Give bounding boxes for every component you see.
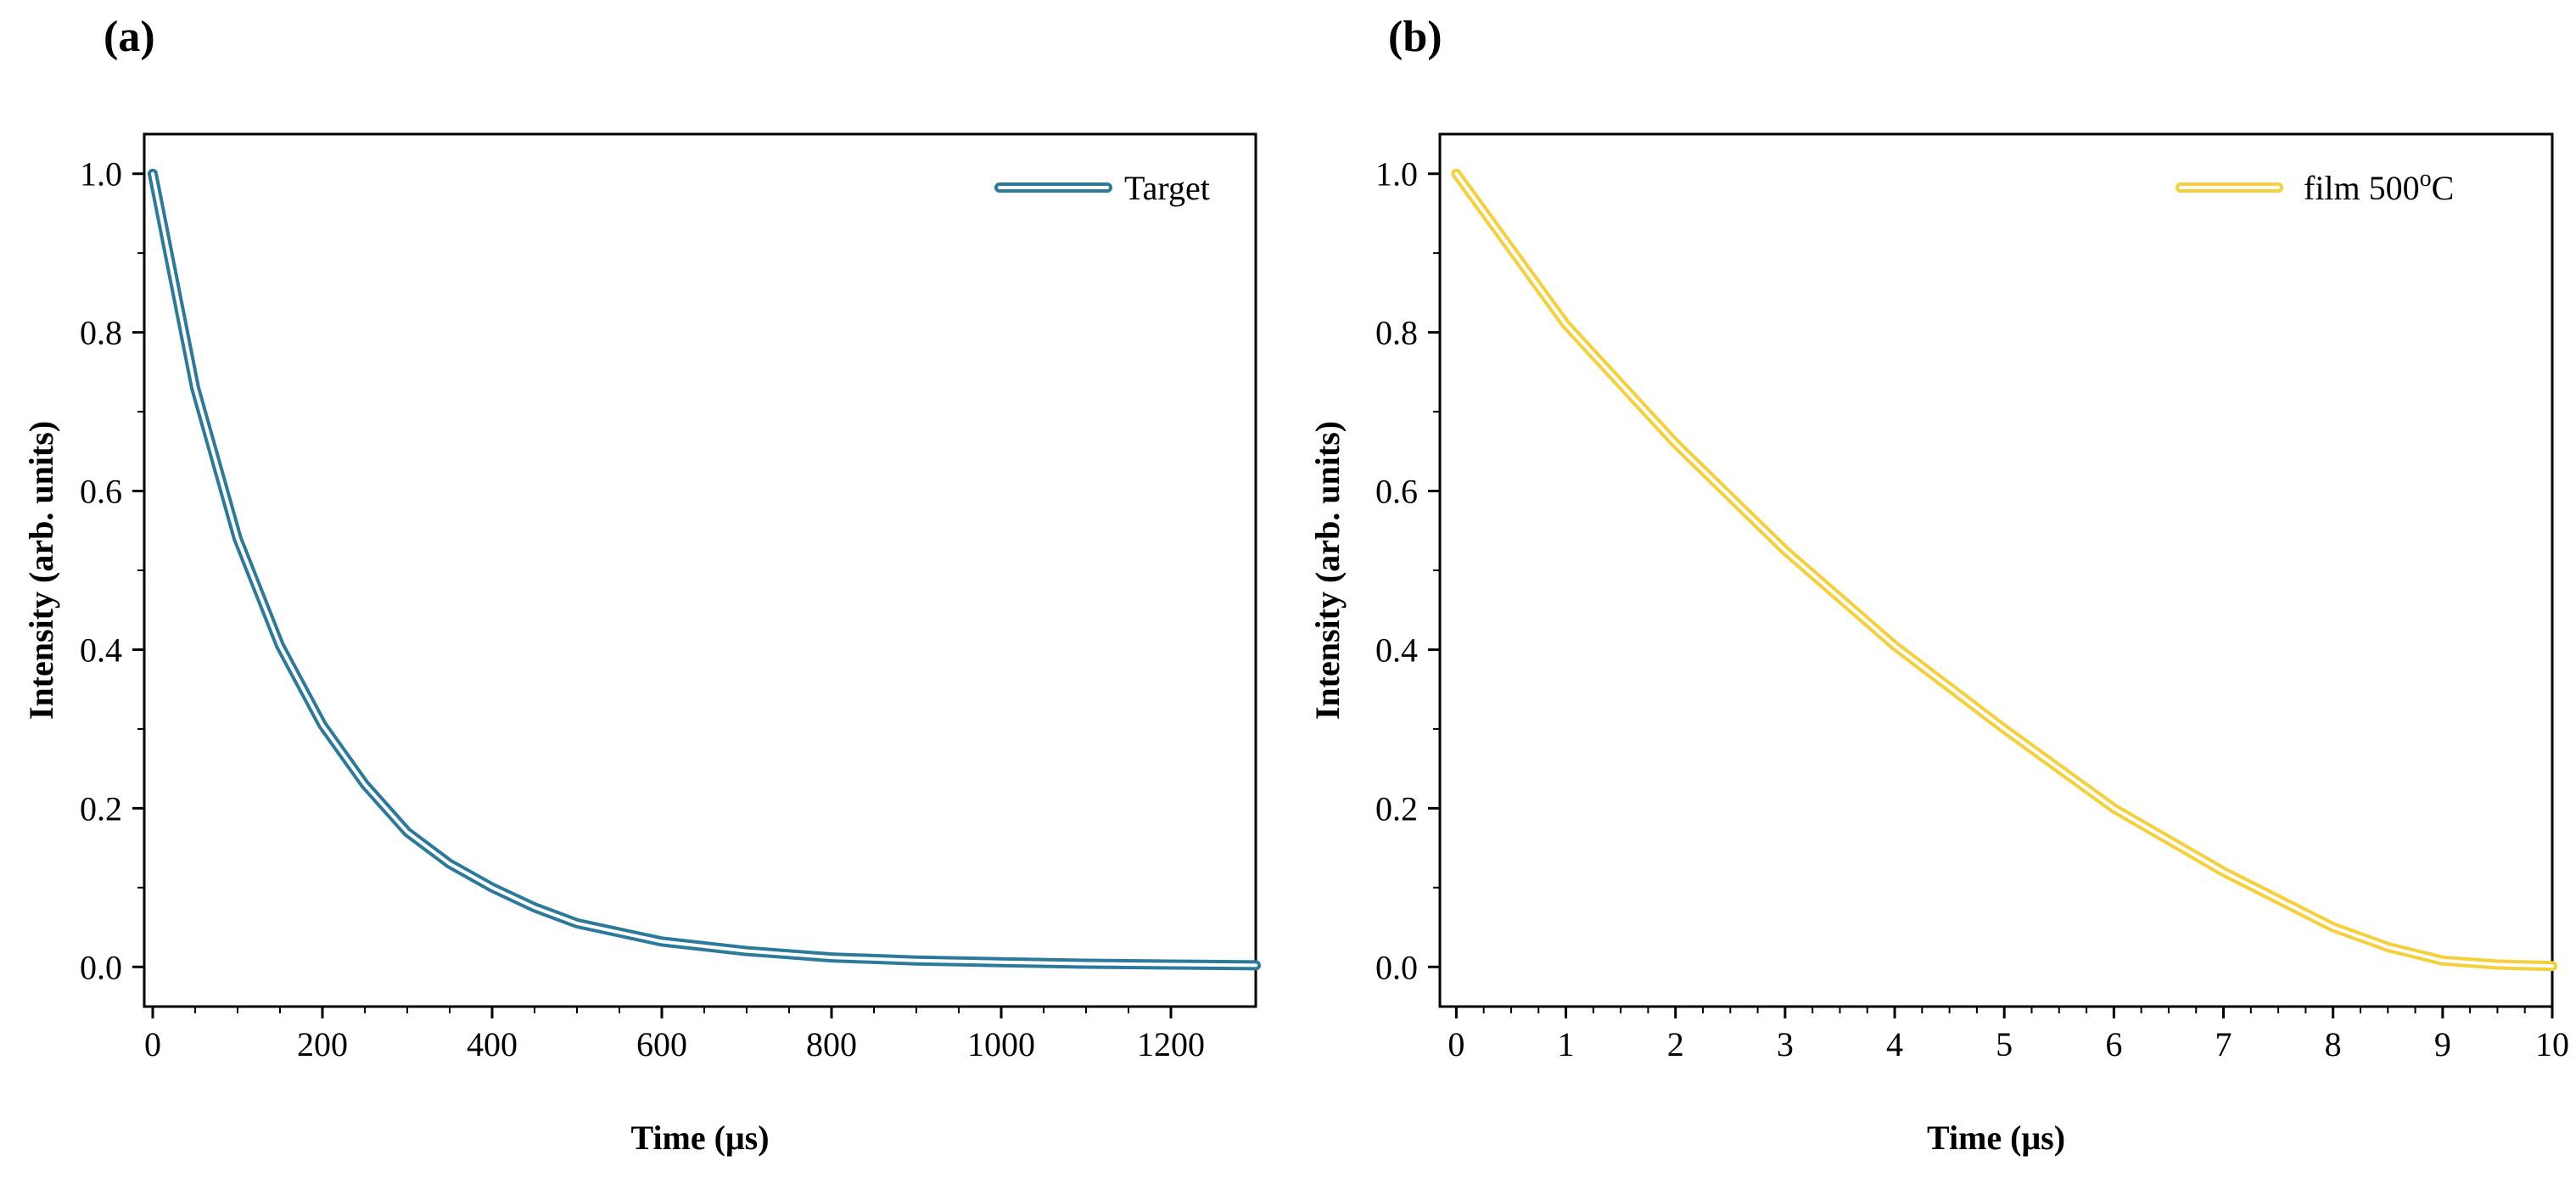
x-tick-label: 5 xyxy=(1996,1025,2013,1063)
x-tick-label: 1000 xyxy=(967,1025,1035,1063)
x-tick-label: 7 xyxy=(2215,1025,2232,1063)
legend: film 500oC xyxy=(2176,165,2454,207)
x-tick-label: 2 xyxy=(1667,1025,1684,1063)
x-tick-label: 6 xyxy=(2105,1025,2122,1063)
series-line-inner xyxy=(151,171,1257,968)
x-tick-label: 9 xyxy=(2434,1025,2451,1063)
y-axis-title: Intensity (arb. units) xyxy=(1308,421,1347,720)
plot-frame xyxy=(1438,132,2554,1008)
x-axis-title: Time (μs) xyxy=(1927,1119,2065,1157)
chart-panel-a: 0 200 400 600 800 1000 1200 0.0 0.2 0.4 0.6 0.8 1.0 T… xyxy=(22,132,1261,1157)
series-line-outer xyxy=(1451,168,2557,972)
y-tick-label: 0.6 xyxy=(80,473,122,511)
panel-a-label: (a) xyxy=(104,13,155,61)
x-tick-label: 0 xyxy=(1448,1025,1464,1063)
x-tick-label: 200 xyxy=(297,1025,348,1063)
series-line-inner xyxy=(1454,171,2554,968)
x-tick-label: 1 xyxy=(1558,1025,1575,1063)
y-tick-label: 0.6 xyxy=(1375,473,1418,511)
chart-panel-b: 0 1 2 3 4 5 6 7 8 9 10 0.0 0.2 0.4 0.6 0.8 1.0 Time (μs) I… xyxy=(1308,132,2569,1157)
panel-b-label: (b) xyxy=(1388,13,1442,61)
x-tick-label: 4 xyxy=(1886,1025,1903,1063)
y-tick-label: 0.8 xyxy=(80,314,122,352)
legend-label: film 500oC xyxy=(2304,165,2454,207)
y-tick-label: 0.2 xyxy=(1375,789,1418,827)
x-tick-label: 400 xyxy=(467,1025,518,1063)
legend: Target xyxy=(994,169,1210,207)
x-tick-label: 600 xyxy=(636,1025,687,1063)
y-tick-label: 0.2 xyxy=(80,789,122,827)
x-tick-label: 1200 xyxy=(1137,1025,1205,1063)
x-tick-label: 3 xyxy=(1777,1025,1794,1063)
y-tick-label: 0.8 xyxy=(1375,314,1418,352)
y-tick-label: 1.0 xyxy=(80,155,122,194)
y-tick-label: 0.0 xyxy=(80,948,122,986)
plot-frame xyxy=(143,132,1257,1008)
y-tick-label: 0.0 xyxy=(1375,948,1418,986)
y-axis-title: Intensity (arb. units) xyxy=(22,421,60,720)
legend-label: Target xyxy=(1124,169,1210,207)
x-axis-title: Time (μs) xyxy=(630,1119,769,1157)
x-tick-label: 10 xyxy=(2535,1025,2569,1063)
x-tick-label: 8 xyxy=(2325,1025,2342,1063)
x-tick-label: 800 xyxy=(806,1025,857,1063)
series-line-outer xyxy=(148,168,1261,971)
y-tick-label: 0.4 xyxy=(1375,631,1418,669)
y-tick-label: 0.4 xyxy=(80,631,122,669)
x-tick-label: 0 xyxy=(144,1025,161,1063)
y-tick-label: 1.0 xyxy=(1375,155,1418,194)
